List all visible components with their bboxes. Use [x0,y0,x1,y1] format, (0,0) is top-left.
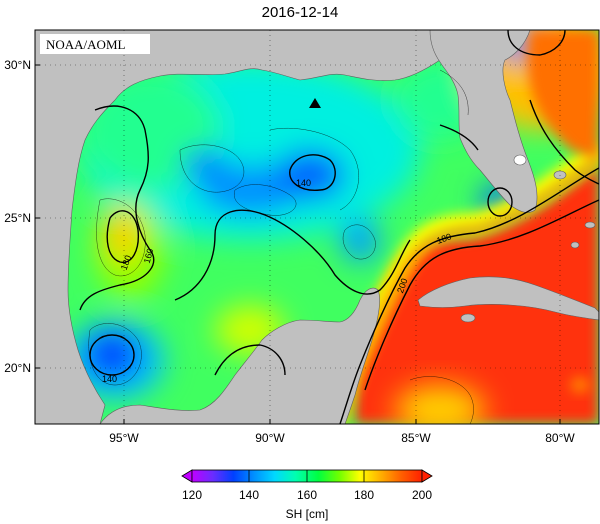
map-title: 2016-12-14 [262,4,339,21]
contour-label: 140 [296,178,311,188]
x-tick-label: 95°W [109,431,139,445]
colorbar-tick: 200 [412,488,432,502]
colorbar-tick: 120 [182,488,202,502]
contour-labels: 140 180 160 180 200 140 [102,178,453,384]
contour-label: 200 [395,277,410,295]
colorbar-tick: 180 [354,488,374,502]
contour-label: 160 [142,247,156,264]
map-panel: 140 180 160 180 200 140 NOAA/AOML [35,30,599,424]
credit-label: NOAA/AOML [46,37,126,52]
x-tick-label: 80°W [545,431,575,445]
y-tick-label: 20°N [4,361,31,375]
colorbar-label: SH [cm] [286,507,329,521]
y-tick-label: 30°N [4,58,31,72]
credit-box [40,34,150,54]
colorbar-tick: 160 [297,488,317,502]
x-tick-label: 85°W [401,431,431,445]
y-tick-label: 25°N [4,211,31,225]
colorbar-tick: 140 [239,488,259,502]
x-tick-label: 90°W [255,431,285,445]
contour-label: 180 [119,254,134,272]
triangle-marker-icon [309,98,321,108]
map-frame [34,29,600,425]
contour-label: 140 [102,374,117,384]
contour-label: 180 [435,231,453,246]
colorbar: 120 140 160 180 200 SH [cm] [181,469,433,521]
